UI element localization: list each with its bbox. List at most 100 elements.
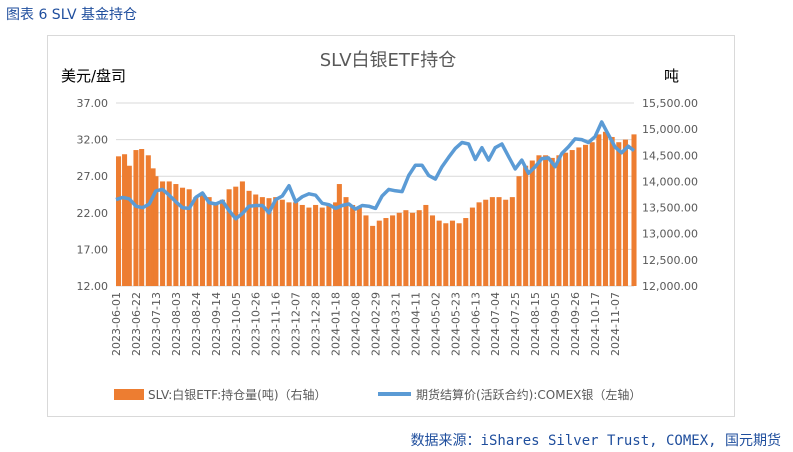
x-tick-label: 2023-08-24 (190, 292, 203, 356)
bar (273, 197, 279, 286)
y-right-axis-label: 吨 (664, 67, 679, 85)
x-tick-label: 2024-02-29 (369, 292, 382, 356)
bar (376, 220, 382, 286)
line-series (115, 120, 636, 221)
bar (126, 165, 132, 286)
legend-line-label: 期货结算价(活跃合约):COMEX银（左轴） (416, 387, 641, 402)
x-tick-label: 2024-01-18 (330, 292, 343, 356)
x-tick-label: 2024-09-05 (549, 292, 562, 356)
bar (443, 223, 449, 286)
bar (219, 199, 225, 286)
x-tick-label: 2023-06-22 (130, 292, 143, 356)
bar (306, 207, 312, 286)
figure-label: 图表 6 SLV 基金持仓 (6, 7, 137, 23)
price-line (115, 120, 636, 221)
bar (253, 194, 259, 286)
bar (416, 210, 422, 286)
bar (483, 199, 489, 286)
bar (139, 149, 145, 286)
y-left-tick-label: 32.00 (77, 134, 109, 147)
bar (259, 197, 265, 286)
legend: SLV:白银ETF:持仓量(吨)（右轴） 期货结算价(活跃合约):COMEX银（… (114, 387, 641, 402)
bar (279, 199, 285, 286)
bar (556, 155, 562, 286)
y-right-tick-label: 15,500.00 (642, 97, 698, 110)
bar (206, 197, 212, 286)
bar (153, 176, 159, 286)
bar (509, 197, 515, 286)
bar (160, 181, 166, 286)
bar (350, 204, 356, 286)
bar (503, 199, 509, 286)
bar (299, 204, 305, 286)
y-left-tick-label: 27.00 (77, 170, 109, 183)
x-tick-label: 2023-11-16 (270, 292, 283, 356)
source-note: 数据来源：iShares Silver Trust, COMEX, 国元期货 (410, 433, 781, 449)
bar (122, 154, 128, 286)
bar (536, 155, 542, 286)
bar (383, 218, 389, 286)
bar (523, 165, 529, 286)
bar (145, 155, 151, 286)
x-tick-label: 2024-06-13 (469, 292, 482, 356)
bar (336, 184, 342, 286)
bar (370, 225, 376, 286)
bar (583, 144, 589, 286)
bar (333, 202, 339, 286)
bar (456, 223, 462, 286)
bar (549, 157, 555, 286)
bar (622, 139, 628, 286)
bar (193, 197, 199, 286)
bar (326, 204, 332, 286)
bar (293, 202, 299, 286)
chart: SLV白银ETF持仓 美元/盘司 吨 37.00 32.00 27.00 22.00 1… (61, 50, 698, 402)
x-tick-label: 2024-10-17 (589, 292, 602, 356)
legend-bar-swatch (114, 389, 144, 400)
bar (489, 197, 495, 286)
x-tick-label: 2023-06-01 (110, 292, 123, 356)
bar (116, 156, 122, 286)
bar (343, 197, 349, 286)
bar (596, 134, 602, 286)
bar (563, 152, 569, 286)
bar (631, 134, 637, 286)
y-right-tick-label: 14,000.00 (642, 175, 698, 188)
bar (423, 204, 429, 286)
bar (390, 215, 396, 286)
y-right-tick-label: 12,000.00 (642, 280, 698, 293)
bar (246, 190, 252, 286)
chart-title: SLV白银ETF持仓 (320, 50, 457, 71)
bar (319, 207, 325, 286)
bar (476, 202, 482, 286)
bar (616, 142, 622, 286)
bar (166, 181, 172, 286)
chart-frame: SLV白银ETF持仓 美元/盘司 吨 37.00 32.00 27.00 22.00 1… (47, 35, 735, 417)
y-left-tick-label: 17.00 (77, 243, 109, 256)
x-tick-label: 2024-07-04 (489, 292, 502, 356)
y-right-tick-label: 15,000.00 (642, 123, 698, 136)
bar (173, 184, 179, 286)
bar (356, 207, 362, 286)
bar-series (116, 131, 637, 286)
y-right-tick-label: 13,500.00 (642, 202, 698, 215)
y-left-axis-label: 美元/盘司 (61, 67, 126, 85)
x-tick-label: 2023-10-05 (230, 292, 243, 356)
y-right-tick-label: 13,000.00 (642, 228, 698, 241)
bar (226, 189, 232, 286)
bar (186, 189, 192, 286)
bar (589, 142, 595, 286)
bar (429, 215, 436, 286)
x-tick-label: 2024-11-07 (609, 292, 622, 356)
bar (410, 212, 416, 286)
bar (529, 160, 535, 286)
x-tick-label: 2023-12-28 (310, 292, 323, 356)
bar (396, 212, 402, 286)
legend-bar-label: SLV:白银ETF:持仓量(吨)（右轴） (148, 387, 327, 402)
x-tick-label: 2024-05-02 (429, 292, 442, 356)
bar (239, 181, 245, 286)
bar (133, 150, 139, 286)
bar (213, 202, 219, 286)
x-tick-label: 2024-07-25 (509, 292, 522, 356)
bar (313, 204, 319, 286)
bar (403, 210, 409, 286)
